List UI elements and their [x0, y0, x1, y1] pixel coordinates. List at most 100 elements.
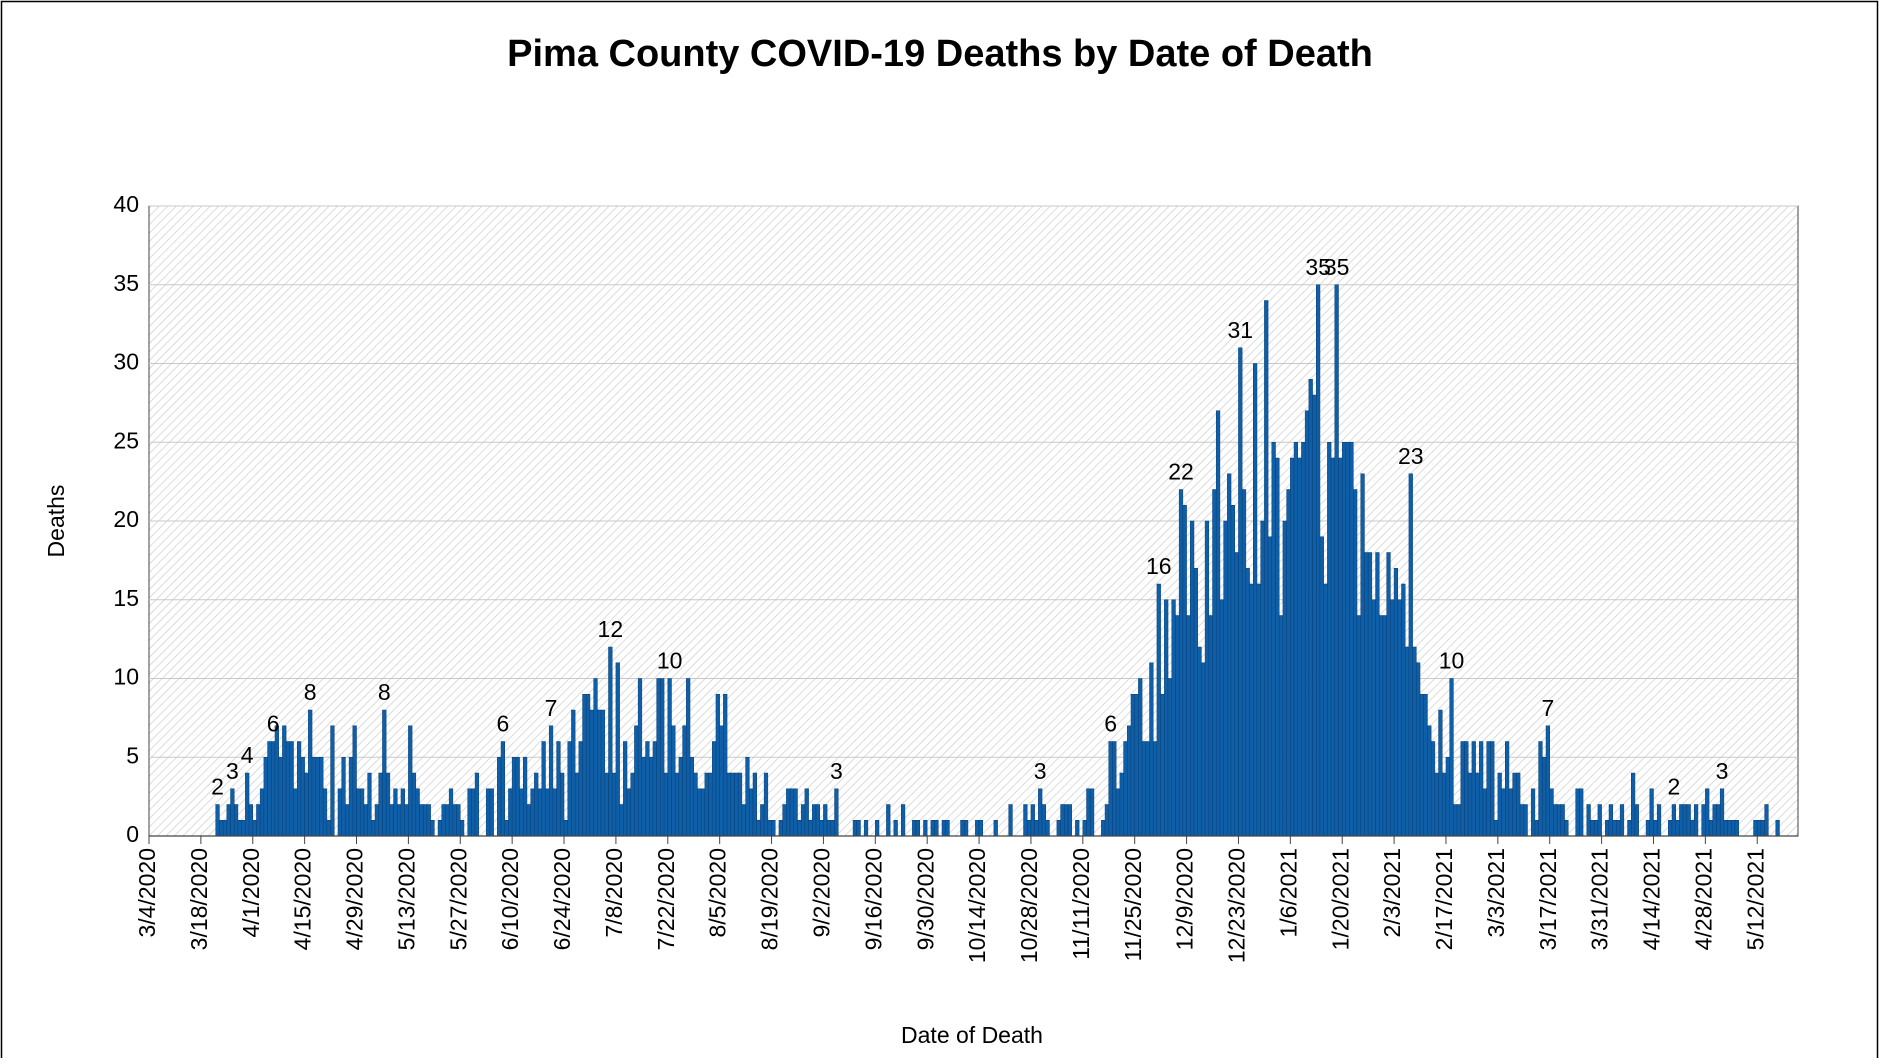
- bar: [1686, 804, 1691, 837]
- bar: [1712, 804, 1717, 837]
- bar: [508, 788, 513, 837]
- chart-title: Pima County COVID-19 Deaths by Date of D…: [507, 33, 1373, 75]
- bar: [1360, 473, 1365, 837]
- bar: [667, 678, 672, 837]
- bar: [1204, 520, 1210, 837]
- bar: [256, 804, 261, 837]
- bar: [300, 757, 305, 837]
- bar: [660, 678, 665, 837]
- bar: [1708, 820, 1714, 837]
- bar: [1475, 772, 1480, 837]
- bar: [356, 788, 361, 837]
- bar: [1434, 772, 1439, 837]
- bar: [1227, 473, 1232, 837]
- bar: [293, 788, 298, 837]
- bar: [1349, 442, 1354, 837]
- x-tick-label: 7/22/2020: [653, 848, 679, 950]
- bar: [1341, 442, 1347, 837]
- bar: [1716, 804, 1721, 837]
- bar: [1401, 583, 1406, 837]
- bar: [1064, 804, 1069, 837]
- y-tick-label: 10: [113, 664, 139, 690]
- bar: [686, 678, 691, 837]
- bar: [1082, 820, 1087, 837]
- bar: [1167, 678, 1173, 837]
- bar: [712, 741, 717, 837]
- x-tick-label: 1/20/2021: [1327, 848, 1353, 950]
- bar: [1764, 804, 1769, 837]
- bar: [1490, 741, 1495, 837]
- bar: [752, 772, 757, 837]
- bar: [400, 788, 405, 837]
- bar: [1501, 788, 1506, 837]
- bar: [515, 757, 520, 837]
- bar: [489, 788, 494, 837]
- bar: [415, 788, 420, 837]
- y-axis-title: Deaths: [43, 485, 69, 558]
- bar: [652, 741, 657, 837]
- bar: [1756, 820, 1762, 837]
- bar: [1023, 804, 1028, 837]
- bar: [1160, 694, 1165, 837]
- bar: [548, 725, 554, 837]
- bar: [741, 804, 746, 837]
- bar: [615, 662, 620, 837]
- x-tick-label: 6/24/2020: [549, 848, 575, 950]
- bar: [1249, 583, 1254, 837]
- bar: [1278, 615, 1284, 837]
- bar: [1382, 615, 1387, 837]
- bar: [563, 820, 568, 837]
- bar: [1219, 599, 1224, 837]
- bar: [1026, 820, 1032, 837]
- bar: [1149, 662, 1154, 837]
- bar: [319, 757, 324, 837]
- x-tick-label: 4/28/2021: [1690, 848, 1716, 950]
- bar: [1393, 568, 1399, 837]
- bar: [1690, 820, 1695, 837]
- bar: [422, 804, 428, 837]
- bar: [1523, 804, 1528, 837]
- bar: [1482, 788, 1487, 837]
- bar: [886, 804, 891, 837]
- data-label: 6: [267, 711, 280, 737]
- bar: [1112, 741, 1117, 837]
- bar: [637, 678, 643, 837]
- bar: [1338, 457, 1343, 837]
- bar: [460, 820, 465, 837]
- bar: [348, 757, 354, 837]
- bar: [1579, 788, 1584, 837]
- bar: [700, 788, 706, 837]
- bar: [649, 757, 654, 837]
- x-tick-label: 9/16/2020: [860, 848, 886, 950]
- bar: [626, 788, 631, 837]
- bar: [1245, 568, 1250, 837]
- bar: [1479, 741, 1484, 837]
- data-label: 10: [1439, 648, 1465, 674]
- bar: [230, 788, 235, 837]
- bar: [1267, 536, 1273, 837]
- data-label: 3: [830, 758, 843, 784]
- bar: [856, 820, 861, 837]
- bar: [1597, 804, 1602, 837]
- x-tick-label: 5/12/2021: [1742, 848, 1768, 950]
- bar: [1534, 820, 1539, 837]
- x-axis-title: Date of Death: [901, 1022, 1043, 1048]
- bar: [245, 772, 250, 837]
- bar: [308, 709, 313, 837]
- bar: [1460, 741, 1465, 837]
- bar: [1679, 804, 1684, 837]
- bar: [1549, 788, 1554, 837]
- bar: [756, 820, 761, 837]
- bar: [1123, 741, 1128, 837]
- bar: [1701, 804, 1706, 837]
- bar: [1260, 520, 1265, 837]
- bar: [1608, 804, 1613, 837]
- bar: [1201, 662, 1206, 837]
- y-tick-label: 20: [113, 506, 139, 532]
- bar: [1416, 662, 1421, 837]
- bar: [1345, 442, 1350, 837]
- bar: [1505, 741, 1510, 837]
- bar: [537, 788, 543, 837]
- bar: [697, 788, 702, 837]
